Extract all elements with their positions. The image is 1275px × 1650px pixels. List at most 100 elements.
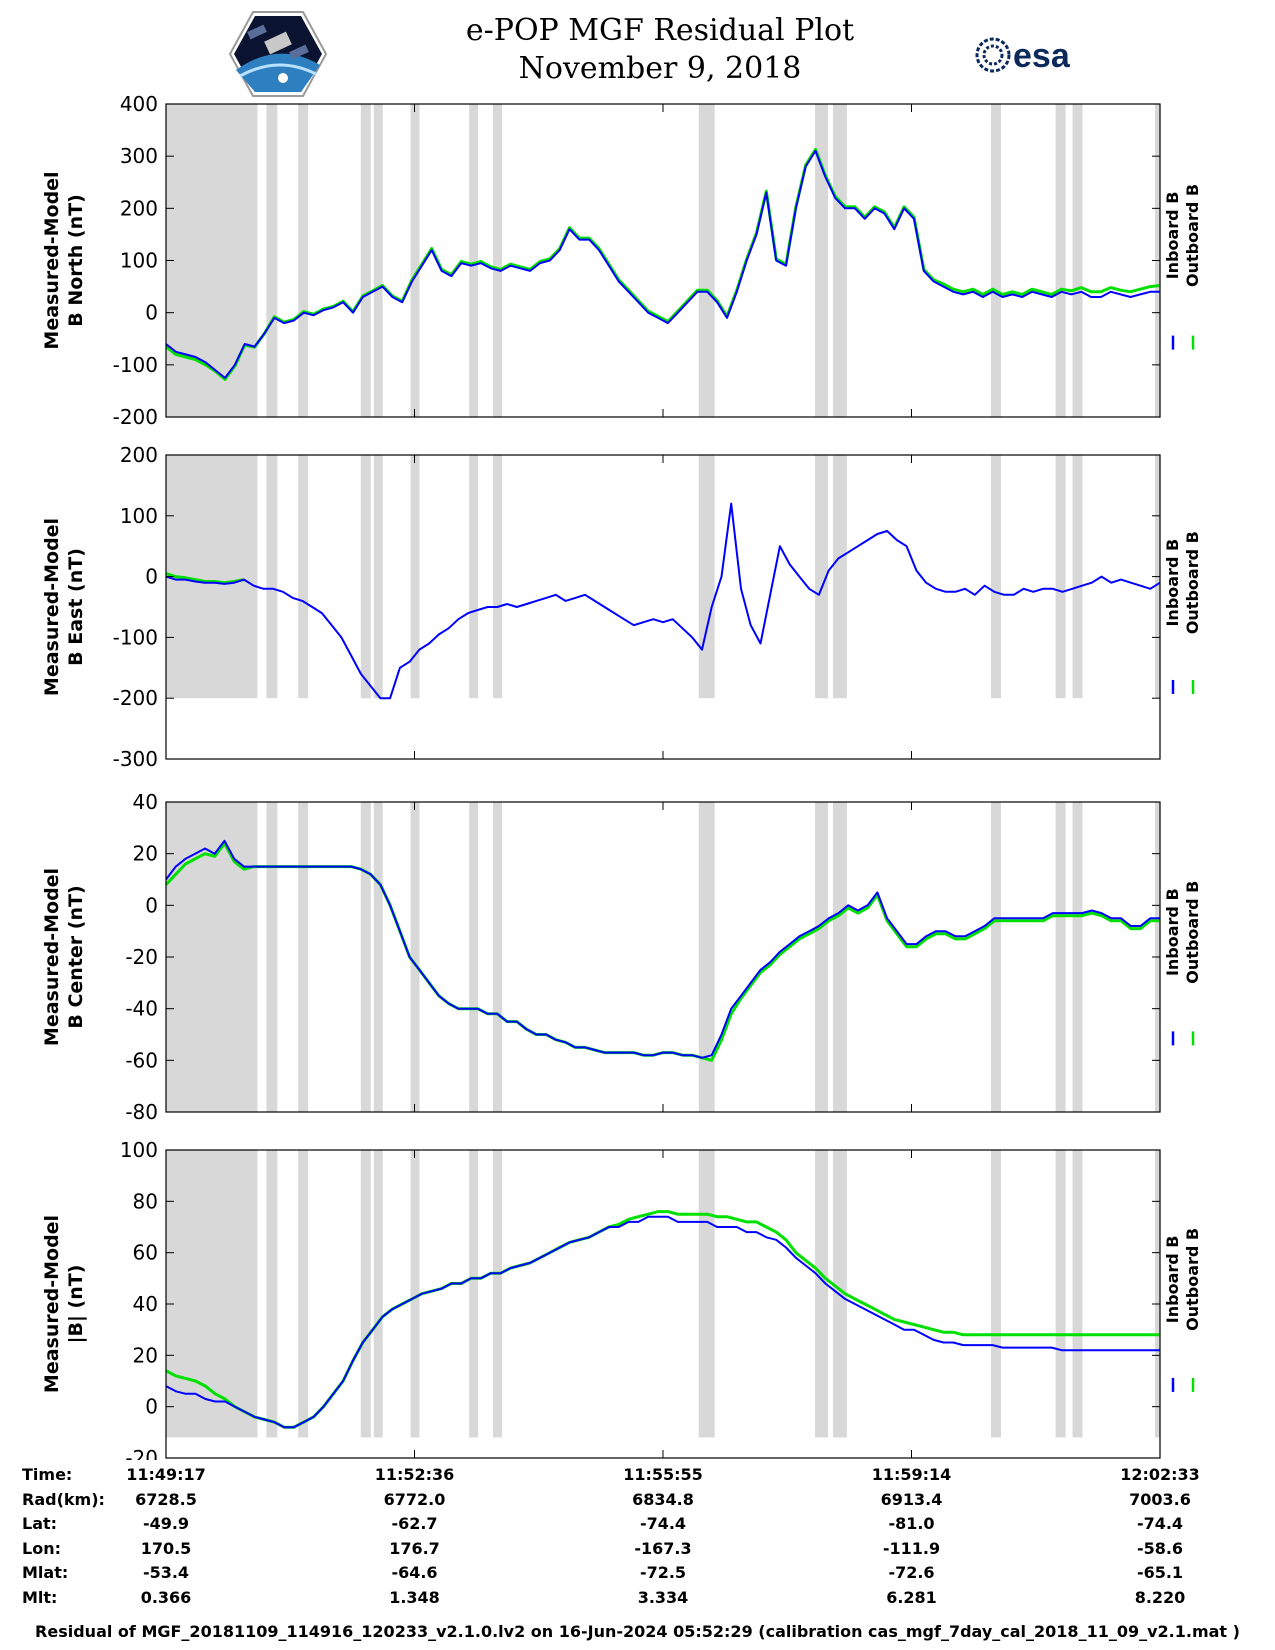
- y-tick-label: 20: [133, 842, 158, 866]
- inboard-series-line: [165, 502, 1161, 700]
- info-cell: 11:52:36: [374, 1465, 455, 1484]
- y-tick-label: -300: [113, 747, 158, 771]
- shade-band-1: [166, 802, 258, 1112]
- shade-band-2: [266, 104, 278, 417]
- y-tick-label: -200: [113, 405, 158, 429]
- y-tick-label: 40: [133, 1292, 158, 1316]
- info-row-label: Time:: [22, 1465, 73, 1484]
- legend-outboard-label: Outboard B: [1183, 531, 1202, 634]
- orbit-info-table: Time: 11:49:17 11:52:36 11:55:55 11:59:14 12:…: [22, 1465, 1262, 1612]
- info-row-label: Rad(km):: [22, 1489, 105, 1509]
- legend-outboard-label: Outboard B: [1183, 184, 1202, 287]
- legend-inboard-label: Inboard B: [1163, 888, 1182, 976]
- info-cell: 11:59:14: [871, 1465, 952, 1484]
- info-cell: -72.5: [639, 1563, 687, 1582]
- shade-band-9: [698, 104, 715, 417]
- panel-2: -300 -200 -100 0 100 200 Measured-Model B East …: [41, 443, 1202, 771]
- y-axis-label-line1: Measured-Model: [41, 171, 63, 349]
- esa-logo-text: esa: [1013, 37, 1071, 75]
- shade-band-10: [815, 455, 829, 699]
- y-axis-label-line2: B North (nT): [65, 194, 87, 327]
- info-cell: 11:49:17: [126, 1465, 206, 1484]
- chart-date: November 9, 2018: [518, 51, 802, 86]
- y-axis-label-line1: Measured-Model: [41, 518, 63, 696]
- info-cell: -65.1: [1136, 1563, 1184, 1582]
- info-cell: 7003.6: [1129, 1489, 1191, 1509]
- shade-band-13: [1055, 455, 1066, 699]
- panel-frame: [165, 801, 1161, 1113]
- cassiope-satellite-logo: [228, 11, 328, 97]
- info-cell: -62.7: [391, 1514, 438, 1533]
- shade-band-14: [1072, 104, 1083, 417]
- y-tick-label: -20: [125, 945, 158, 969]
- y-tick-label: -40: [125, 997, 158, 1021]
- shade-band-2: [266, 455, 278, 699]
- inboard-series-line: [165, 839, 1160, 1059]
- y-tick-label: 20: [133, 1343, 158, 1367]
- info-cell: 6772.0: [383, 1489, 446, 1509]
- info-row-label: Mlt:: [22, 1587, 58, 1607]
- y-tick-label: -60: [125, 1048, 158, 1072]
- y-axis-label-line1: Measured-Model: [41, 868, 63, 1046]
- y-tick-label: 200: [120, 443, 158, 467]
- y-tick-label: 0: [145, 1395, 158, 1419]
- y-tick-label: 40: [133, 790, 158, 814]
- shade-band-4: [360, 1150, 371, 1438]
- info-cell: -81.0: [888, 1514, 935, 1533]
- y-tick-label: 400: [120, 92, 158, 116]
- panel-frame: [165, 103, 1161, 418]
- info-cell: 6.281: [886, 1587, 937, 1607]
- y-tick-label: 0: [145, 301, 158, 325]
- shade-band-8: [493, 104, 502, 417]
- shade-band-2: [266, 1150, 278, 1438]
- info-cell: -111.9: [882, 1538, 941, 1558]
- y-tick-label: -200: [113, 686, 158, 710]
- shade-band-5: [373, 104, 383, 417]
- shade-band-13: [1055, 802, 1066, 1112]
- info-row-label: Lon:: [22, 1538, 61, 1558]
- y-axis-label-line2: |B| (nT): [65, 1265, 87, 1344]
- info-row-label: Mlat:: [22, 1563, 69, 1582]
- shade-band-1: [166, 1150, 258, 1438]
- y-tick-label: 200: [120, 196, 158, 220]
- info-row: Lon: 170.5 176.7 -167.3 -111.9 -58.6: [22, 1539, 1262, 1564]
- shade-band-6: [410, 802, 420, 1112]
- info-cell: 3.334: [637, 1587, 689, 1607]
- y-tick-label: 300: [120, 144, 158, 168]
- info-cell: 1.348: [389, 1587, 440, 1607]
- shade-band-6: [410, 104, 420, 417]
- info-cell: 170.5: [140, 1538, 192, 1558]
- shade-band-6: [410, 1150, 420, 1438]
- info-row-label: Lat:: [22, 1514, 58, 1533]
- shade-band-11: [832, 104, 847, 417]
- y-tick-label: -100: [113, 353, 158, 377]
- info-row: Mlat: -53.4 -64.6 -72.5 -72.6 -65.1: [22, 1563, 1262, 1588]
- info-cell: 8.220: [1134, 1587, 1186, 1607]
- shade-band-6: [410, 455, 420, 699]
- shade-band-10: [815, 1150, 829, 1438]
- shade-band-5: [373, 1150, 383, 1438]
- info-cell: 11:55:55: [623, 1465, 703, 1484]
- legend-outboard-label: Outboard B: [1183, 881, 1202, 984]
- panel-4: -20 0 20 40 60 80 100 Measured-Model |B| (nT) Inb…: [41, 1138, 1202, 1460]
- shade-band-9: [698, 802, 715, 1112]
- inboard-series-line: [165, 1215, 1160, 1429]
- shade-band-11: [832, 455, 847, 699]
- shade-band-14: [1072, 455, 1083, 699]
- info-cell: 6913.4: [880, 1489, 943, 1509]
- shade-band-12: [991, 455, 1001, 699]
- shade-band-15: [1155, 1150, 1160, 1438]
- shade-band-3: [298, 1150, 309, 1438]
- info-cell: -72.6: [888, 1563, 935, 1582]
- shade-band-3: [298, 104, 309, 417]
- legend-inboard-label: Inboard B: [1163, 1236, 1182, 1324]
- shade-band-14: [1072, 1150, 1083, 1438]
- shade-band-5: [373, 455, 383, 699]
- shade-band-7: [469, 104, 479, 417]
- panel-3: -80 -60 -40 -20 0 20 40 Measured-Model B Center …: [41, 790, 1202, 1124]
- shade-band-5: [373, 802, 383, 1112]
- info-cell: -167.3: [634, 1538, 692, 1558]
- shade-band-9: [698, 1150, 715, 1438]
- info-cell: 0.366: [140, 1587, 192, 1607]
